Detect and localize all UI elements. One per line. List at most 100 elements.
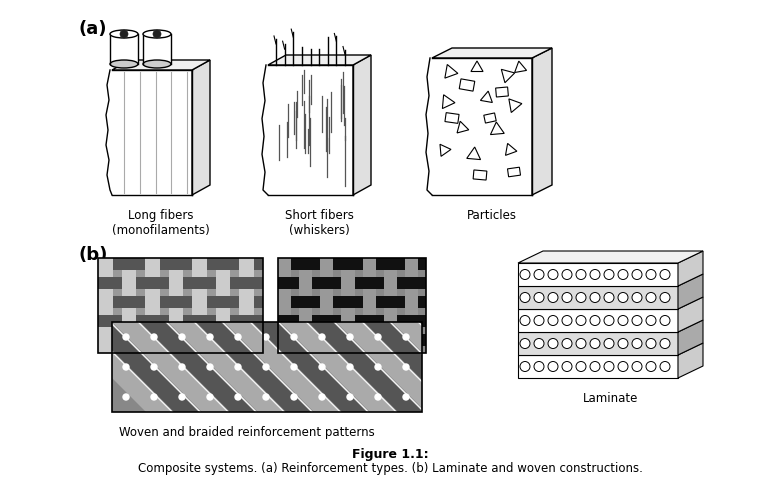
Circle shape — [319, 394, 325, 400]
Polygon shape — [299, 258, 312, 277]
Polygon shape — [278, 334, 291, 353]
Polygon shape — [122, 315, 136, 334]
Polygon shape — [320, 296, 333, 315]
Circle shape — [604, 362, 614, 371]
Polygon shape — [457, 121, 469, 133]
Circle shape — [151, 364, 157, 370]
Polygon shape — [483, 113, 496, 123]
Polygon shape — [362, 258, 376, 277]
Polygon shape — [678, 251, 703, 286]
Polygon shape — [320, 277, 333, 296]
Circle shape — [319, 334, 325, 340]
Circle shape — [520, 293, 530, 303]
Polygon shape — [420, 322, 535, 412]
Polygon shape — [299, 277, 312, 296]
Polygon shape — [122, 296, 136, 315]
Circle shape — [520, 362, 530, 371]
Polygon shape — [196, 322, 311, 412]
Circle shape — [153, 30, 161, 38]
Polygon shape — [109, 322, 201, 412]
Circle shape — [590, 270, 600, 279]
Polygon shape — [392, 322, 507, 412]
Polygon shape — [341, 315, 355, 334]
Circle shape — [263, 394, 269, 400]
Polygon shape — [122, 258, 136, 277]
Circle shape — [604, 293, 614, 303]
Polygon shape — [145, 315, 160, 334]
Text: Figure 1.1:: Figure 1.1: — [351, 448, 428, 461]
Polygon shape — [56, 322, 171, 412]
Polygon shape — [442, 95, 455, 109]
Polygon shape — [362, 296, 376, 315]
Circle shape — [375, 334, 381, 340]
Polygon shape — [364, 322, 480, 412]
Circle shape — [562, 338, 572, 348]
Circle shape — [562, 293, 572, 303]
Polygon shape — [280, 322, 395, 412]
Polygon shape — [389, 322, 481, 412]
Circle shape — [576, 315, 586, 326]
Polygon shape — [341, 334, 355, 353]
Circle shape — [562, 315, 572, 326]
Polygon shape — [308, 322, 423, 412]
Polygon shape — [278, 258, 291, 277]
Polygon shape — [112, 70, 192, 195]
Polygon shape — [518, 263, 678, 286]
Polygon shape — [145, 296, 160, 315]
Polygon shape — [192, 60, 210, 195]
Circle shape — [562, 362, 572, 371]
Circle shape — [207, 334, 213, 340]
Polygon shape — [518, 332, 678, 355]
Polygon shape — [496, 87, 508, 97]
Circle shape — [618, 293, 628, 303]
Polygon shape — [224, 322, 339, 412]
Polygon shape — [240, 258, 254, 277]
Circle shape — [660, 270, 670, 279]
Polygon shape — [383, 315, 397, 334]
Circle shape — [590, 338, 600, 348]
Polygon shape — [405, 296, 418, 315]
Polygon shape — [320, 334, 333, 353]
Polygon shape — [518, 355, 678, 378]
Circle shape — [632, 362, 642, 371]
Polygon shape — [405, 315, 418, 334]
Polygon shape — [98, 258, 263, 270]
Polygon shape — [192, 258, 207, 277]
Circle shape — [534, 362, 544, 371]
Polygon shape — [240, 296, 254, 315]
Polygon shape — [299, 296, 312, 315]
Circle shape — [576, 293, 586, 303]
Polygon shape — [678, 343, 703, 378]
Polygon shape — [145, 258, 160, 277]
Polygon shape — [192, 334, 207, 353]
Polygon shape — [277, 322, 369, 412]
Circle shape — [207, 364, 213, 370]
Polygon shape — [221, 322, 313, 412]
Polygon shape — [341, 277, 355, 296]
Polygon shape — [445, 113, 459, 123]
Ellipse shape — [143, 30, 171, 38]
Polygon shape — [341, 258, 355, 277]
Circle shape — [403, 364, 409, 370]
Polygon shape — [98, 258, 112, 277]
Circle shape — [235, 364, 241, 370]
Polygon shape — [278, 296, 291, 315]
Polygon shape — [361, 322, 453, 412]
Polygon shape — [362, 277, 376, 296]
Polygon shape — [98, 296, 112, 315]
Polygon shape — [112, 322, 227, 412]
Text: Laminate: Laminate — [583, 392, 638, 405]
Circle shape — [151, 334, 157, 340]
Circle shape — [590, 315, 600, 326]
Polygon shape — [557, 322, 649, 412]
Polygon shape — [169, 296, 184, 315]
Polygon shape — [193, 322, 285, 412]
Polygon shape — [333, 322, 425, 412]
Text: Particles: Particles — [467, 209, 517, 222]
Polygon shape — [169, 277, 184, 296]
Polygon shape — [459, 79, 475, 91]
Circle shape — [123, 364, 129, 370]
Polygon shape — [515, 61, 526, 72]
Polygon shape — [98, 334, 263, 346]
Circle shape — [179, 334, 185, 340]
